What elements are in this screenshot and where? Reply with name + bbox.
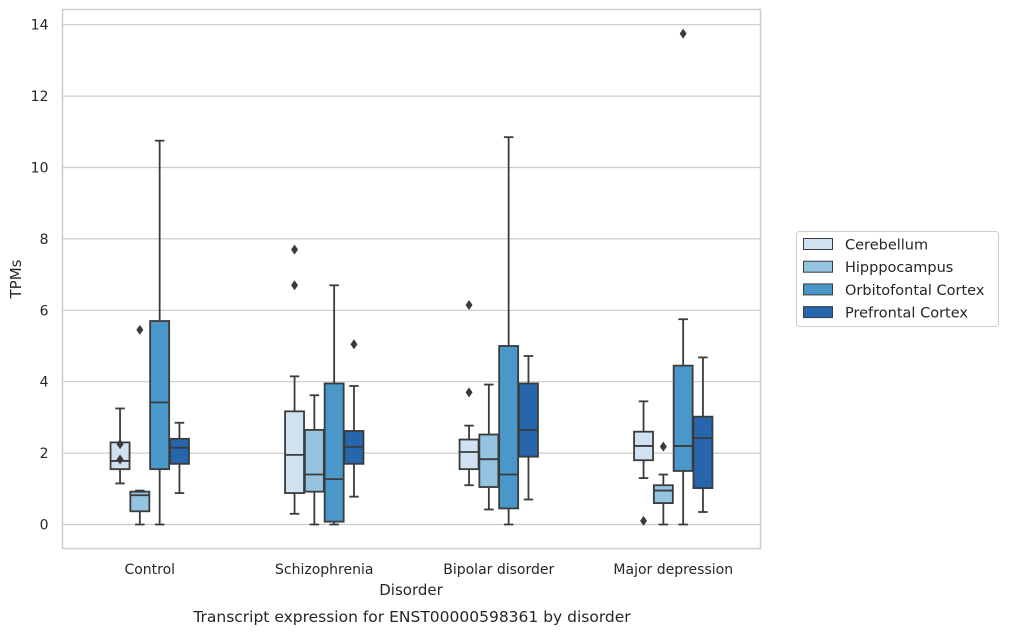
plot-frame — [61, 8, 762, 550]
box-body — [149, 320, 171, 471]
outlier-0 — [465, 299, 473, 310]
legend-swatch-2 — [803, 283, 833, 296]
outlier-0 — [679, 28, 687, 39]
box-3-3 — [692, 356, 714, 513]
outlier-0 — [350, 339, 358, 350]
outlier-0 — [116, 439, 124, 450]
x-tick-label-0: Control — [124, 562, 175, 578]
box-body — [692, 415, 714, 489]
box-3-1 — [652, 441, 674, 526]
box-body — [284, 410, 305, 494]
box-body — [458, 438, 480, 471]
box-0-0 — [109, 407, 131, 485]
box-body — [652, 484, 674, 504]
box-body — [518, 382, 539, 458]
box-body — [498, 345, 520, 510]
x-tick-label-2: Bipolar disorder — [443, 562, 554, 578]
y-tick-label-6: 12 — [31, 89, 49, 105]
box-body — [129, 490, 151, 513]
boxes — [109, 28, 714, 526]
legend-label-0: Cerebellum — [845, 238, 928, 254]
box-0-3 — [169, 421, 190, 494]
box-body — [169, 437, 190, 465]
y-tick-labels: 0 2 4 6 8 10 12 14 — [31, 18, 49, 534]
outlier-1 — [291, 280, 299, 291]
box-2-2 — [498, 136, 520, 526]
box-body — [323, 382, 345, 523]
box-1-1 — [303, 394, 325, 526]
legend-swatch-3 — [803, 306, 833, 319]
legend: Cerebellum Hipppocampus Orbitofontal Corte… — [796, 231, 999, 327]
outlier-0 — [640, 515, 648, 526]
outlier-0 — [136, 324, 144, 335]
box-1-2 — [323, 284, 345, 526]
box-0-2 — [149, 139, 171, 526]
box-3-0 — [633, 400, 654, 526]
y-axis-label: TPMs — [7, 259, 25, 299]
box-3-2 — [672, 28, 694, 526]
y-tick-label-7: 14 — [31, 18, 49, 34]
y-tick-label-1: 2 — [40, 446, 49, 462]
x-tick-label-1: Schizophrenia — [275, 562, 373, 578]
box-body — [478, 433, 500, 488]
box-1-3 — [343, 339, 365, 498]
legend-label-2: Orbitofontal Cortex — [845, 283, 985, 299]
y-tick-label-5: 10 — [31, 161, 49, 177]
x-tick-label-3: Major depression — [613, 562, 733, 578]
y-tick-label-0: 0 — [40, 518, 49, 534]
outlier-1 — [116, 454, 124, 465]
box-body — [303, 428, 325, 493]
legend-frame — [796, 231, 999, 327]
legend-label-1: Hipppocampus — [845, 260, 953, 276]
box-2-3 — [518, 355, 539, 501]
box-0-1 — [129, 324, 151, 526]
box-2-1 — [478, 383, 500, 511]
y-tick-label-2: 4 — [40, 375, 49, 391]
legend-label-3: Prefrontal Cortex — [845, 306, 968, 322]
y-tick-label-4: 8 — [40, 232, 49, 248]
outlier-0 — [291, 244, 299, 255]
y-tick-label-3: 6 — [40, 303, 49, 319]
x-tick-labels: Control Schizophrenia Bipolar disorder Majo… — [124, 562, 733, 578]
x-axis-label: Disorder — [379, 581, 443, 599]
box-1-0 — [284, 244, 305, 515]
outlier-1 — [465, 387, 473, 398]
legend-swatch-0 — [803, 238, 833, 250]
box-2-0 — [458, 299, 480, 487]
outlier-0 — [659, 441, 667, 452]
legend-swatch-1 — [803, 260, 833, 273]
box-body — [672, 364, 694, 472]
chart-caption: Transcript expression for ENST0000059836… — [192, 608, 631, 626]
